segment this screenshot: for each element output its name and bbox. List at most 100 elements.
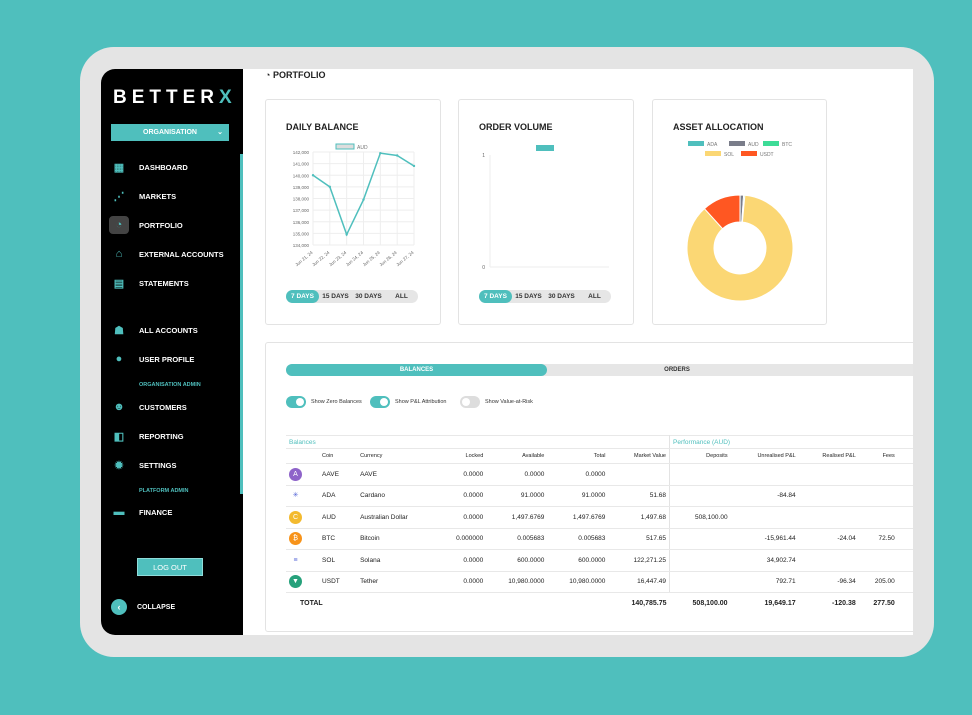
data-point[interactable]: [412, 164, 416, 168]
column-header[interactable]: Currency: [357, 448, 425, 464]
pie-icon: ◔: [109, 216, 129, 234]
cardano-icon: ✳: [289, 489, 302, 503]
table-row[interactable]: ≡ SOL Solana 0.0000 600.0000 600.0000 122,271.…: [286, 549, 913, 572]
range-7-days[interactable]: 7 DAYS: [479, 290, 512, 303]
sidebar-item-markets[interactable]: ⋰ MARKETS: [101, 185, 243, 207]
toggle-2[interactable]: Show Value-at-Risk: [460, 396, 533, 408]
toggle-switch[interactable]: [460, 396, 480, 408]
sidebar-item-external-accounts[interactable]: ⌂ EXTERNAL ACCOUNTS: [101, 243, 243, 265]
toggle-0[interactable]: Show Zero Balances: [286, 396, 362, 408]
y-tick: 137,000: [293, 208, 310, 213]
sidebar-scrollbar[interactable]: [240, 154, 243, 494]
range-30-days[interactable]: 30 DAYS: [355, 293, 382, 300]
data-point[interactable]: [362, 198, 365, 201]
cell: [858, 463, 898, 486]
table-row[interactable]: ▼ USDT Tether 0.0000 10,980.0000 10,980.0000 1…: [286, 571, 913, 593]
table-row[interactable]: ₿ BTC Bitcoin 0.000000 0.005683 0.005683 517.6…: [286, 528, 913, 550]
chevron-left-icon: ‹: [111, 599, 127, 615]
cell: 91.0000: [486, 485, 548, 507]
order-volume-title: ORDER VOLUME: [479, 122, 553, 132]
app-screen: BETTERX ORGANISATION ⌄ ▦ DASHBOARD ⋰ MARKETS…: [101, 69, 913, 635]
legend-swatch-ada: [688, 141, 704, 146]
total-unrealised: 19,649.17: [764, 600, 796, 607]
column-header[interactable]: Locked: [424, 448, 487, 464]
legend-swatch: [536, 145, 554, 151]
sidebar-item-statements[interactable]: ▤ STATEMENTS: [101, 272, 243, 294]
tab-orders[interactable]: ORDERS: [664, 367, 690, 373]
sidebar-item-label: STATEMENTS: [139, 278, 189, 288]
table-row[interactable]: C AUD Australian Dollar 0.0000 1,497.6769 1,4…: [286, 506, 913, 529]
pie-slice-usdt[interactable]: [703, 194, 741, 230]
sidebar-item-customers[interactable]: ☻ CUSTOMERS: [101, 396, 243, 418]
cell: Bitcoin: [357, 528, 425, 550]
sidebar-item-label: DASHBOARD: [139, 162, 188, 172]
sidebar-item-dashboard[interactable]: ▦ DASHBOARD: [101, 156, 243, 178]
organisation-dropdown[interactable]: ORGANISATION ⌄: [111, 124, 229, 141]
sidebar-item-finance[interactable]: ▬ FINANCE: [101, 501, 243, 523]
data-point[interactable]: [311, 174, 315, 177]
legend-label: AUD: [748, 142, 759, 148]
y-tick: 138,000: [293, 197, 310, 202]
range-all[interactable]: ALL: [588, 293, 601, 300]
column-header[interactable]: Available: [486, 448, 548, 464]
cell: -84.84: [730, 485, 799, 507]
customer-icon: ☻: [113, 401, 125, 413]
cell: Tether: [357, 571, 425, 593]
sidebar-item-settings[interactable]: ✹ SETTINGS: [101, 454, 243, 476]
users-icon: ☗: [114, 324, 124, 337]
toggle-1[interactable]: Show P&L Attribution: [370, 396, 446, 408]
toggle-switch[interactable]: [370, 396, 390, 408]
cell: 205.00: [858, 571, 898, 593]
collapse-label: COLLAPSE: [137, 603, 176, 611]
user-icon: ●: [115, 353, 123, 365]
cell: [669, 463, 731, 486]
legend-swatch-aud: [729, 141, 745, 146]
x-tick: Jun 27, 24: [395, 250, 415, 268]
report-icon: ◧: [113, 430, 125, 443]
sidebar-item-label: REPORTING: [139, 431, 184, 441]
data-point[interactable]: [328, 185, 332, 189]
table-row[interactable]: ✳ ADA Cardano 0.0000 91.0000 91.0000 51.68 -84.…: [286, 485, 913, 507]
logout-button[interactable]: LOG OUT: [137, 558, 203, 576]
cell: 0.0000: [547, 463, 609, 486]
column-header[interactable]: Deposits: [669, 448, 731, 464]
table-row[interactable]: A AAVE AAVE 0.0000 0.0000 0.0000: [286, 463, 913, 486]
cell: 16,447.49: [608, 571, 671, 593]
logo: BETTERX: [113, 87, 237, 108]
balances-panel: BALANCES ORDERS Show Zero Balances Show P…: [265, 342, 913, 632]
data-point[interactable]: [379, 151, 382, 155]
cell: [669, 571, 731, 593]
sidebar-item-all-accounts[interactable]: ☗ ALL ACCOUNTS: [101, 319, 243, 341]
range-15-days[interactable]: 15 DAYS: [515, 293, 542, 300]
cell: SOL: [319, 549, 358, 572]
cell: 600.0000: [547, 549, 609, 572]
toggle-switch[interactable]: [286, 396, 306, 408]
group-balances: Balances: [286, 435, 670, 449]
balances-table: Balances Performance (AUD) Coin Currency Loc…: [286, 435, 913, 614]
tab-balances[interactable]: BALANCES: [286, 364, 547, 376]
column-header[interactable]: Total: [547, 448, 609, 464]
column-header[interactable]: Coin: [319, 448, 358, 464]
sidebar-item-reporting[interactable]: ◧ REPORTING: [101, 425, 243, 447]
range-30-days[interactable]: 30 DAYS: [548, 293, 575, 300]
cell: [798, 463, 859, 486]
sidebar-item-portfolio[interactable]: ◔ PORTFOLIO: [101, 214, 243, 236]
sidebar-item-label: USER PROFILE: [139, 354, 195, 364]
section-org-admin: ORGANISATION ADMIN: [139, 382, 201, 388]
daily-balance-range: 7 DAYS 15 DAYS 30 DAYS ALL: [286, 290, 418, 303]
data-point[interactable]: [395, 154, 399, 157]
data-point[interactable]: [345, 233, 348, 236]
collapse-button[interactable]: ‹ COLLAPSE: [111, 599, 175, 615]
column-header[interactable]: Unrealised P&L: [730, 448, 799, 464]
pie-slice-sol[interactable]: [686, 194, 794, 302]
chart-dots-icon: ⋰: [113, 190, 125, 203]
column-header[interactable]: Fees: [858, 448, 898, 464]
sidebar-item-user-profile[interactable]: ● USER PROFILE: [101, 348, 243, 370]
range-all[interactable]: ALL: [395, 293, 408, 300]
range-15-days[interactable]: 15 DAYS: [322, 293, 349, 300]
legend-label: SOL: [724, 152, 734, 158]
range-7-days[interactable]: 7 DAYS: [286, 290, 319, 303]
daily-balance-card: DAILY BALANCE AUD 134,000 135,000 136,000 13…: [265, 99, 441, 325]
column-header[interactable]: Realised P&L: [798, 448, 859, 464]
column-header[interactable]: Market Value: [608, 448, 671, 464]
